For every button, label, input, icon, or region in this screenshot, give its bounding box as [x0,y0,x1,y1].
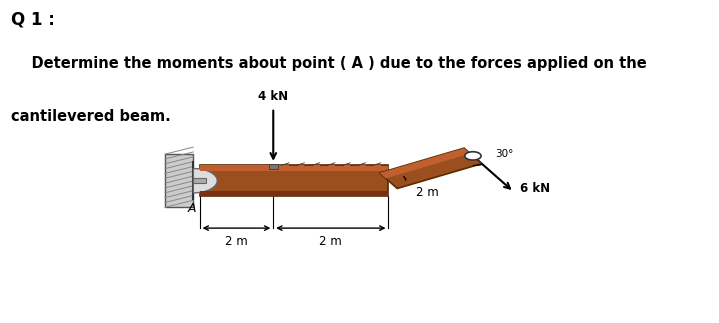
Bar [200,165,388,196]
Text: 6 kN: 6 kN [520,182,550,195]
Wedge shape [193,169,217,193]
Polygon shape [380,148,470,178]
Text: 30°: 30° [406,166,424,176]
Text: 2 m: 2 m [225,235,248,248]
Polygon shape [380,148,482,189]
Bar [200,165,388,172]
Bar [269,164,278,169]
Bar [200,192,388,196]
Circle shape [464,152,481,160]
Text: 30°: 30° [495,149,513,159]
Text: cantilevered beam.: cantilevered beam. [11,109,170,124]
Bar [165,154,193,207]
Text: 4 kN: 4 kN [258,90,288,103]
Text: 2 m: 2 m [319,235,342,248]
Text: 2 m: 2 m [416,186,439,199]
Bar [193,178,206,183]
Text: A: A [188,203,196,215]
Text: Determine the moments about point ( A ) due to the forces applied on the: Determine the moments about point ( A ) … [11,56,646,71]
Text: Q 1 :: Q 1 : [11,11,55,29]
